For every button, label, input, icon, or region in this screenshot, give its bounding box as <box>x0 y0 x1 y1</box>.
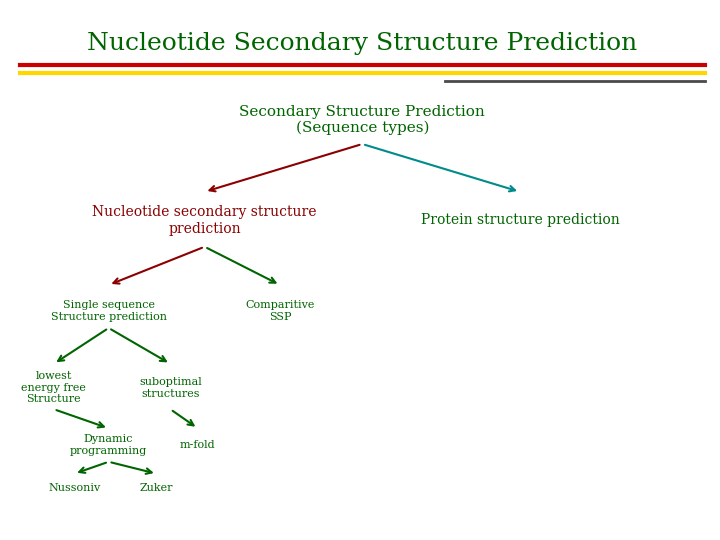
Text: Nucleotide secondary structure
prediction: Nucleotide secondary structure predictio… <box>92 205 317 235</box>
Text: Zuker: Zuker <box>140 483 174 493</box>
Text: lowest
energy free
Structure: lowest energy free Structure <box>22 371 86 404</box>
Text: Protein structure prediction: Protein structure prediction <box>420 213 619 227</box>
Text: Dynamic
programming: Dynamic programming <box>70 434 148 456</box>
Text: Single sequence
Structure prediction: Single sequence Structure prediction <box>50 300 166 322</box>
Text: Nussoniv: Nussoniv <box>48 483 101 493</box>
Text: Nucleotide Secondary Structure Prediction: Nucleotide Secondary Structure Predictio… <box>87 32 637 55</box>
Text: Iowa State University
(Ames): Iowa State University (Ames) <box>598 515 706 534</box>
Text: suboptimal
structures: suboptimal structures <box>139 377 202 399</box>
Text: m-fold: m-fold <box>180 440 215 450</box>
Text: 14-  CPRE 583 (Reconfigurable Computing):  VHDL overview 2: 14- CPRE 583 (Reconfigurable Computing):… <box>14 519 355 529</box>
Text: Comparitive
SSP: Comparitive SSP <box>246 300 315 322</box>
Text: Secondary Structure Prediction
(Sequence types): Secondary Structure Prediction (Sequence… <box>239 105 485 136</box>
